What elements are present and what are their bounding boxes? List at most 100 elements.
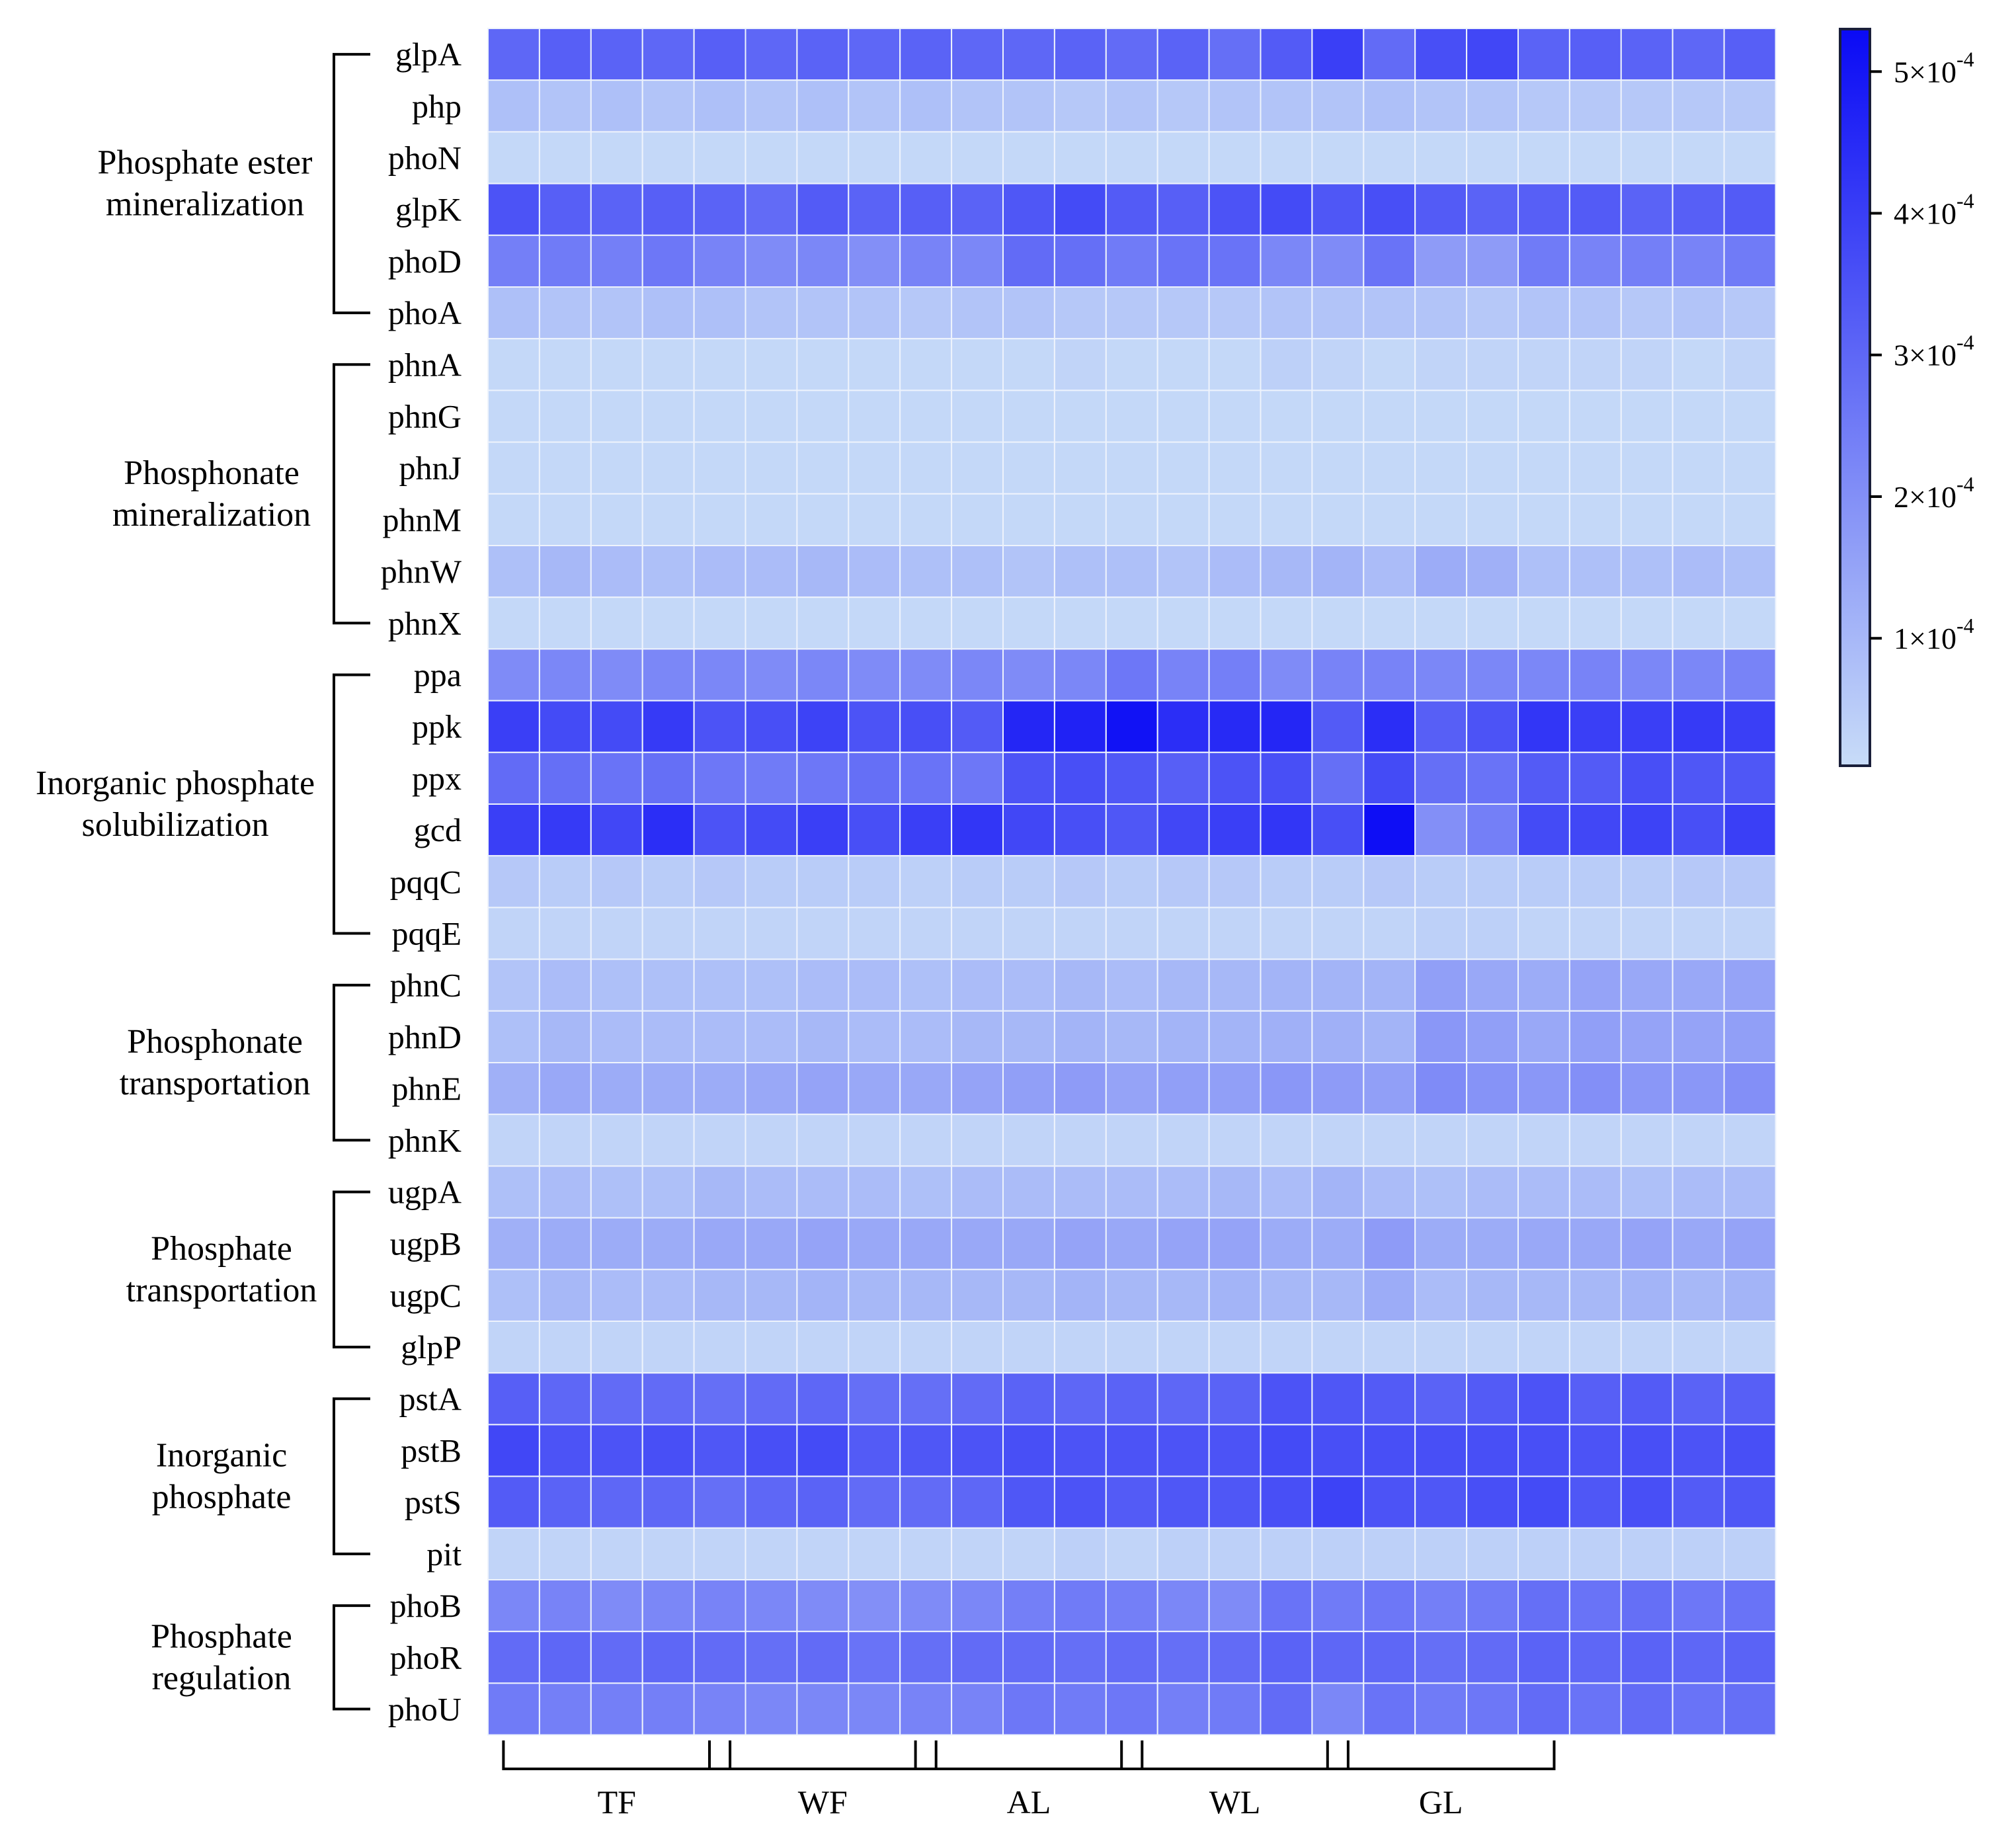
heatmap-cell-phnD-4 <box>641 1010 695 1064</box>
heatmap-cell-phoA-16 <box>1260 286 1313 340</box>
heatmap-cell-pqqC-2 <box>538 855 592 909</box>
heatmap-cell-phnD-21 <box>1517 1010 1570 1064</box>
colorbar-tick-exponent: -4 <box>1956 331 1974 354</box>
heatmap-cell-pqqE-19 <box>1414 907 1468 960</box>
heatmap-cell-pstA-5 <box>693 1372 746 1426</box>
heatmap-cell-phnC-10 <box>951 958 1004 1012</box>
heatmap-cell-phoD-23 <box>1620 234 1673 288</box>
heatmap-cell-phnK-2 <box>538 1114 592 1167</box>
heatmap-cell-phnM-25 <box>1723 493 1777 546</box>
heatmap-cell-ugpA-1 <box>487 1165 540 1219</box>
heatmap-cell-pit-5 <box>693 1527 746 1581</box>
gene-label-phnW: phnW <box>381 553 462 590</box>
heatmap-cell-phoR-22 <box>1568 1631 1622 1684</box>
heatmap-cell-phnX-17 <box>1311 596 1365 650</box>
heatmap-cell-php-25 <box>1723 79 1777 133</box>
heatmap-cell-pstB-13 <box>1105 1424 1158 1477</box>
heatmap-cell-glpP-14 <box>1156 1321 1210 1374</box>
heatmap-cell-phnA-12 <box>1053 338 1107 391</box>
heatmap-cell-phoR-7 <box>796 1631 850 1684</box>
heatmap-cell-pqqE-20 <box>1466 907 1519 960</box>
heatmap-cell-ppk-7 <box>796 700 850 753</box>
heatmap-cell-phnD-18 <box>1363 1010 1416 1064</box>
heatmap-cell-gcd-2 <box>538 803 592 857</box>
gene-label-phnK: phnK <box>388 1122 462 1159</box>
heatmap-cell-phnW-14 <box>1156 545 1210 598</box>
heatmap-cell-ugpB-10 <box>951 1217 1004 1270</box>
heatmap-cell-phoD-15 <box>1208 234 1262 288</box>
heatmap-cell-php-16 <box>1260 79 1313 133</box>
heatmap-cell-ugpB-16 <box>1260 1217 1313 1270</box>
heatmap-cell-glpK-9 <box>899 183 953 236</box>
heatmap-cell-phnD-8 <box>848 1010 901 1064</box>
heatmap-cell-pstS-3 <box>590 1475 643 1529</box>
heatmap-cell-ugpB-4 <box>641 1217 695 1270</box>
heatmap-cell-ppx-24 <box>1672 751 1725 805</box>
heatmap-cell-phoU-10 <box>951 1682 1004 1736</box>
gene-label-ugpB: ugpB <box>390 1225 462 1262</box>
heatmap-cell-phnG-10 <box>951 389 1004 443</box>
colorbar-ticks: 1×10-42×10-43×10-44×10-45×10-4 <box>1870 47 1974 655</box>
group-label-1-line-1: Phosphate ester <box>98 144 313 182</box>
gene-label-phoN: phoN <box>388 140 462 177</box>
site-label-AL: AL <box>1007 1783 1051 1820</box>
heatmap-cell-phoR-20 <box>1466 1631 1519 1684</box>
heatmap-cell-phoB-9 <box>899 1579 953 1633</box>
gene-label-gcd: gcd <box>414 811 462 848</box>
heatmap-cell-phoB-10 <box>951 1579 1004 1633</box>
heatmap-cell-pstB-16 <box>1260 1424 1313 1477</box>
heatmap-cell-pstB-5 <box>693 1424 746 1477</box>
heatmap-cell-phnA-11 <box>1002 338 1055 391</box>
heatmap-cell-phnG-14 <box>1156 389 1210 443</box>
heatmap-cell-ugpA-6 <box>745 1165 798 1219</box>
heatmap-cell-phoN-10 <box>951 131 1004 184</box>
heatmap-cell-ppk-13 <box>1105 700 1158 753</box>
heatmap-cell-gcd-6 <box>745 803 798 857</box>
heatmap-cell-ugpC-6 <box>745 1268 798 1323</box>
heatmap-cell-phoN-2 <box>538 131 592 184</box>
heatmap-cell-glpK-24 <box>1672 183 1725 236</box>
heatmap-cell-phoU-21 <box>1517 1682 1570 1736</box>
heatmap-cell-ugpC-13 <box>1105 1268 1158 1323</box>
heatmap-cell-phnM-13 <box>1105 493 1158 546</box>
heatmap-cell-ugpB-15 <box>1208 1217 1262 1270</box>
heatmap-cell-phnE-3 <box>590 1062 643 1116</box>
heatmap-cell-pstA-25 <box>1723 1372 1777 1426</box>
heatmap-cell-ppx-13 <box>1105 751 1158 805</box>
heatmap-cell-ugpB-25 <box>1723 1217 1777 1270</box>
heatmap-cell-ppk-2 <box>538 700 592 753</box>
heatmap-cell-pit-15 <box>1208 1527 1262 1581</box>
group-bracket-5 <box>333 1190 370 1349</box>
heatmap-cell-phoD-18 <box>1363 234 1416 288</box>
heatmap-cell-ugpA-16 <box>1260 1165 1313 1219</box>
heatmap-cell-glpP-22 <box>1568 1321 1622 1374</box>
heatmap-cell-phnK-24 <box>1672 1114 1725 1167</box>
heatmap-cell-pqqE-2 <box>538 907 592 960</box>
heatmap-cell-ppa-18 <box>1363 648 1416 702</box>
heatmap-cell-phnK-6 <box>745 1114 798 1167</box>
heatmap-cell-ugpB-11 <box>1002 1217 1055 1270</box>
heatmap-cell-phnD-15 <box>1208 1010 1262 1064</box>
heatmap-cell-phnA-22 <box>1568 338 1622 391</box>
colorbar-tick-base: 10 <box>1926 339 1956 372</box>
heatmap-cell-pstS-20 <box>1466 1475 1519 1529</box>
heatmap-cell-ugpA-8 <box>848 1165 901 1219</box>
heatmap-cell-ppa-23 <box>1620 648 1673 702</box>
heatmap-cell-ugpC-3 <box>590 1268 643 1323</box>
site-bracket-TF <box>502 1740 732 1770</box>
heatmap-cell-glpK-16 <box>1260 183 1313 236</box>
group-label-4-line-2: transportation <box>120 1065 311 1102</box>
site-label-TF: TF <box>598 1783 636 1820</box>
heatmap-cell-pstS-8 <box>848 1475 901 1529</box>
heatmap-cell-pit-9 <box>899 1527 953 1581</box>
heatmap-cell-phnW-11 <box>1002 545 1055 598</box>
heatmap-cell-phnK-7 <box>796 1114 850 1167</box>
heatmap-cell-phnM-24 <box>1672 493 1725 546</box>
heatmap-cell-phoN-18 <box>1363 131 1416 184</box>
heatmap-cell-glpA-10 <box>951 28 1004 81</box>
heatmap-cell-phnJ-20 <box>1466 441 1519 495</box>
heatmap-cell-phnD-20 <box>1466 1010 1519 1064</box>
heatmap-cell-phnK-21 <box>1517 1114 1570 1167</box>
heatmap-cell-ppa-6 <box>745 648 798 702</box>
heatmap-cell-phnK-9 <box>899 1114 953 1167</box>
